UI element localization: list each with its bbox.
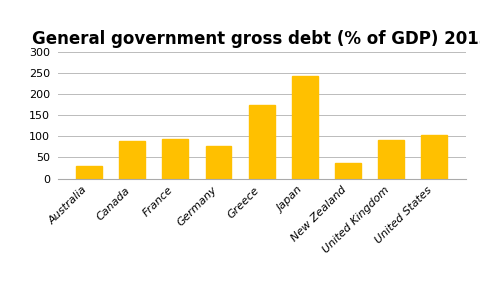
Bar [162, 139, 188, 179]
Bar [378, 140, 404, 179]
Bar [76, 166, 102, 179]
Bar [119, 141, 145, 179]
Bar [335, 163, 361, 179]
Bar [249, 105, 275, 179]
Bar [421, 134, 447, 179]
Bar [205, 146, 231, 179]
Bar [292, 76, 318, 179]
Title: General government gross debt (% of GDP) 2013: General government gross debt (% of GDP)… [33, 29, 480, 48]
